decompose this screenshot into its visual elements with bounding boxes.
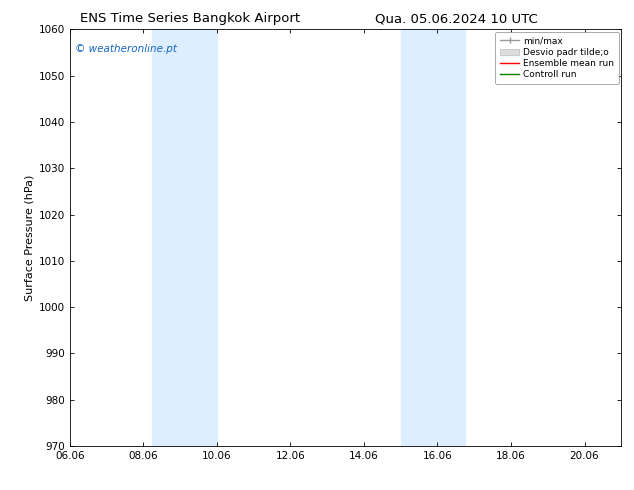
- Text: ENS Time Series Bangkok Airport: ENS Time Series Bangkok Airport: [80, 12, 301, 25]
- Y-axis label: Surface Pressure (hPa): Surface Pressure (hPa): [25, 174, 34, 301]
- Legend: min/max, Desvio padr tilde;o, Ensemble mean run, Controll run: min/max, Desvio padr tilde;o, Ensemble m…: [495, 32, 619, 84]
- Bar: [152, 29, 217, 446]
- Text: © weatheronline.pt: © weatheronline.pt: [75, 44, 178, 54]
- Text: Qua. 05.06.2024 10 UTC: Qua. 05.06.2024 10 UTC: [375, 12, 538, 25]
- Bar: [401, 29, 465, 446]
